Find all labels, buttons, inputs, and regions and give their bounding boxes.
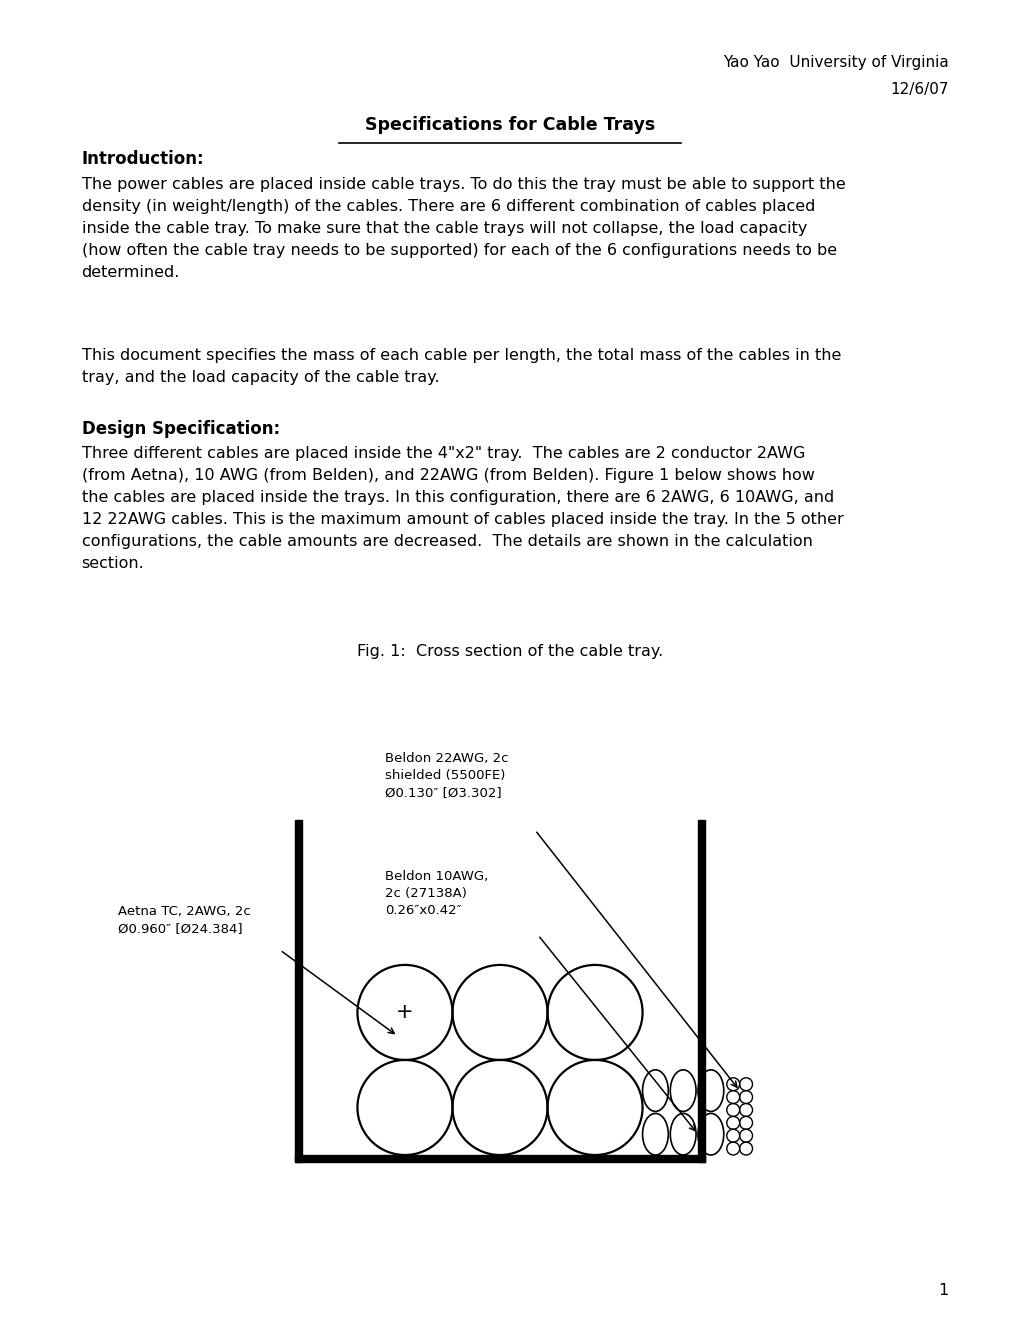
Text: Three different cables are placed inside the 4"x2" tray.  The cables are 2 condu: Three different cables are placed inside… [82,446,843,572]
Text: 12/6/07: 12/6/07 [890,82,948,96]
Text: The power cables are placed inside cable trays. To do this the tray must be able: The power cables are placed inside cable… [82,177,845,280]
Text: Specifications for Cable Trays: Specifications for Cable Trays [365,116,654,135]
Text: +: + [395,1002,414,1023]
Bar [294,820,302,1162]
Text: Beldon 22AWG, 2c
shielded (5500FE)
Ø0.130″ [Ø3.302]: Beldon 22AWG, 2c shielded (5500FE) Ø0.13… [384,752,508,799]
Text: Yao Yao  University of Virginia: Yao Yao University of Virginia [722,55,948,70]
Bar [294,1155,704,1162]
Text: Introduction:: Introduction: [82,150,204,169]
Text: 1: 1 [937,1283,948,1298]
Text: Design Specification:: Design Specification: [82,420,279,438]
Text: Aetna TC, 2AWG, 2c
Ø0.960″ [Ø24.384]: Aetna TC, 2AWG, 2c Ø0.960″ [Ø24.384] [118,906,251,935]
Text: This document specifies the mass of each cable per length, the total mass of the: This document specifies the mass of each… [82,348,840,385]
Bar [697,820,704,1162]
Text: Beldon 10AWG,
2c (27138A)
0.26″x0.42″: Beldon 10AWG, 2c (27138A) 0.26″x0.42″ [384,870,488,916]
Text: Fig. 1:  Cross section of the cable tray.: Fig. 1: Cross section of the cable tray. [357,644,662,659]
